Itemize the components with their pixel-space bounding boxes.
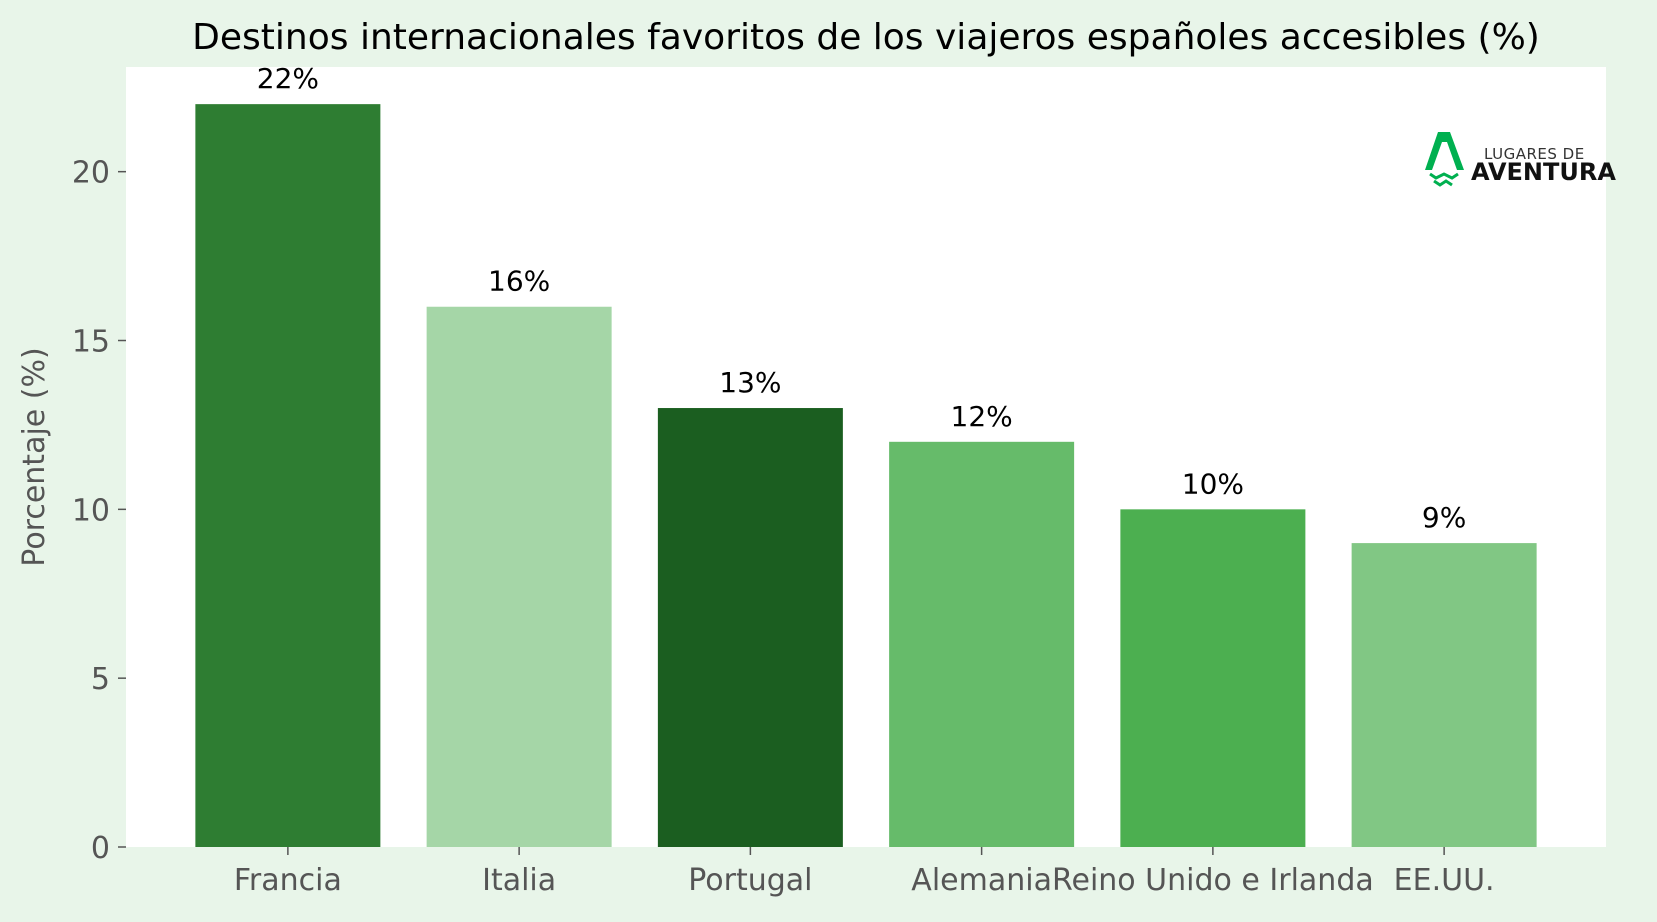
brand-logo: LUGARES DE AVENTURA [1425,132,1616,187]
logo-text-bottom: AVENTURA [1471,158,1616,186]
x-tick-label: Alemania [911,863,1052,898]
bar-value-label: 12% [951,400,1013,433]
x-tick-label: Francia [234,863,342,898]
x-axis: Francia Italia Portugal Alemania Reino Unido… [234,847,1495,898]
y-tick-label: 0 [91,831,110,866]
bar [195,104,381,847]
bar [1120,509,1306,847]
x-tick-label: Portugal [688,863,812,898]
y-tick-label: 20 [72,156,110,191]
y-tick-label: 10 [72,493,110,528]
bars-group: 22% 16% 13% 12% 10% 9% [195,62,1537,848]
x-tick-label: EE.UU. [1394,863,1495,898]
x-tick-label: Italia [482,863,556,898]
chart-title: Destinos internacionales favoritos de lo… [192,17,1540,58]
bar-value-label: 13% [719,366,781,399]
y-tick-label: 15 [72,325,110,360]
y-tick-label: 5 [91,662,110,697]
bar-value-label: 10% [1182,467,1244,500]
y-axis-label: Porcentaje (%) [17,347,52,566]
bar [889,441,1075,847]
x-tick-label: Reino Unido e Irlanda [1052,863,1374,898]
bar [426,306,612,848]
y-axis: 0 5 10 15 20 [72,156,126,866]
bar-value-label: 22% [257,62,319,95]
bar-value-label: 16% [488,265,550,298]
logo-text-top: LUGARES DE [1484,145,1585,163]
bar-value-label: 9% [1422,501,1466,534]
bar [657,408,843,847]
bar [1351,543,1537,847]
mountain-logo-icon [1425,132,1464,187]
